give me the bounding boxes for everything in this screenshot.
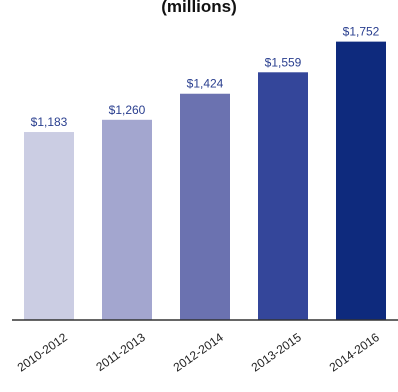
value-label-2012-2014: $1,424 (187, 77, 224, 91)
chart-title: (millions) (161, 0, 237, 16)
value-label-2013-2015: $1,559 (265, 55, 302, 69)
x-tick-label-2011-2013: 2011-2013 (93, 330, 148, 374)
bar-2012-2014 (180, 93, 230, 321)
value-label-2010-2012: $1,183 (31, 115, 68, 129)
bars-layer (24, 41, 386, 321)
bar-2011-2013 (102, 119, 152, 320)
value-label-2014-2016: $1,752 (343, 25, 380, 39)
bar-2014-2016 (336, 41, 386, 320)
x-tick-label-2010-2012: 2010-2012 (15, 330, 70, 375)
x-tick-label-2014-2016: 2014-2016 (327, 330, 382, 375)
x-tick-label-2013-2015: 2013-2015 (249, 330, 304, 375)
x-tick-labels-layer: 2010-2012 2011-2013 2012-2014 2013-2015 2014… (15, 330, 382, 375)
bar-2013-2015 (258, 72, 308, 320)
value-label-2011-2013: $1,260 (109, 103, 146, 117)
value-labels-layer: $1,183 $1,260 $1,424 $1,559 $1,752 (31, 25, 380, 129)
bar-2010-2012 (24, 132, 74, 320)
x-tick-label-2012-2014: 2012-2014 (171, 330, 226, 375)
